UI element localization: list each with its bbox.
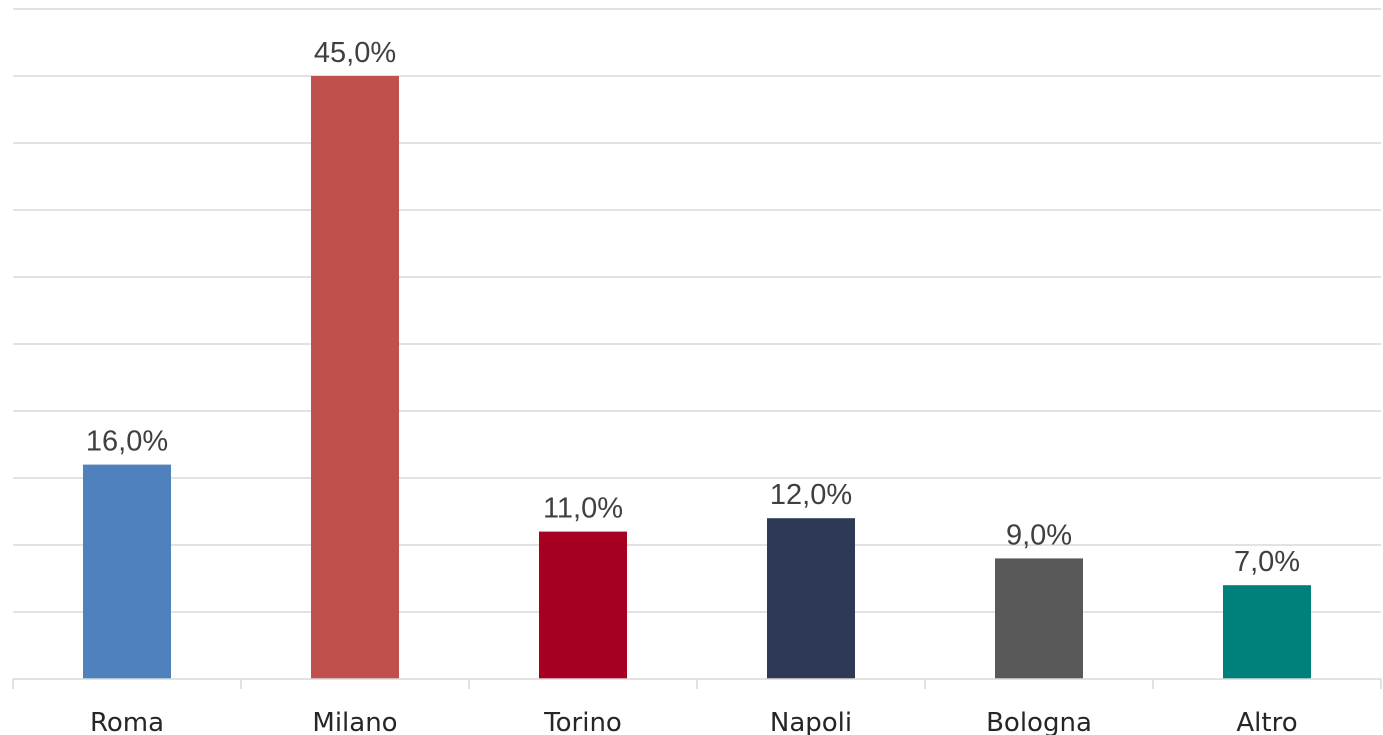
x-tick-label: Altro	[1236, 708, 1297, 735]
bar-napoli	[767, 518, 855, 679]
x-axis	[12, 678, 1382, 689]
data-label: 9,0%	[1006, 519, 1072, 551]
bar-roma	[83, 464, 171, 679]
x-tick-label: Napoli	[770, 708, 852, 735]
data-label: 16,0%	[86, 426, 168, 458]
x-tick-label: Milano	[312, 708, 397, 735]
data-labels: Roma Milano Torino Napoli Bologna Altro 16,0% 4…	[86, 37, 1300, 735]
bar-altro	[1223, 585, 1311, 679]
bar-bologna	[995, 558, 1083, 679]
gridlines	[13, 8, 1381, 613]
data-label: 7,0%	[1234, 546, 1300, 578]
x-tick-label: Bologna	[986, 708, 1092, 735]
data-label: 11,0%	[543, 493, 623, 525]
bar-milano	[311, 76, 399, 679]
bar-torino	[539, 531, 627, 679]
x-tick-label: Roma	[90, 708, 164, 735]
x-tick-label: Torino	[543, 708, 622, 735]
data-label: 45,0%	[314, 37, 396, 69]
data-label: 12,0%	[770, 479, 852, 511]
bars	[83, 76, 1311, 679]
